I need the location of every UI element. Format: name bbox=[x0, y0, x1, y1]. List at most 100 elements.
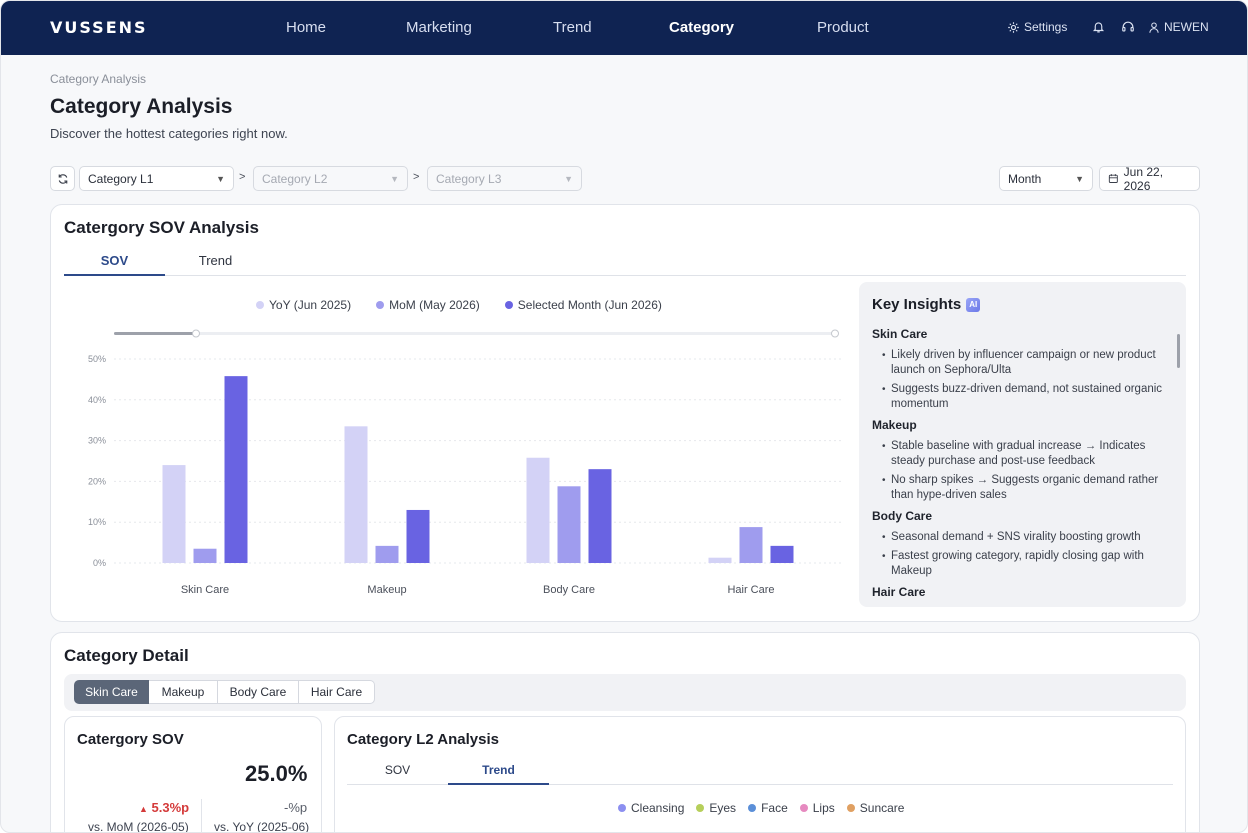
bar-hair-care-3[interactable] bbox=[770, 545, 794, 563]
legend-item-yoy[interactable]: YoY (Jun 2025) bbox=[256, 298, 351, 312]
divider bbox=[201, 799, 202, 832]
nav-marketing[interactable]: Marketing bbox=[406, 19, 472, 36]
y-tick-label: 20% bbox=[88, 476, 106, 486]
y-tick-label: 40% bbox=[88, 395, 106, 405]
calendar-icon bbox=[1108, 174, 1118, 183]
nav-product[interactable]: Product bbox=[817, 19, 869, 36]
period-select[interactable]: Month ▼ bbox=[999, 166, 1093, 191]
x-tick-label: Hair Care bbox=[727, 584, 774, 596]
insights-title-text: Key Insights bbox=[872, 296, 962, 313]
category-l3-select[interactable]: Category L3 ▼ bbox=[427, 166, 582, 191]
category-l1-value: Category L1 bbox=[88, 171, 154, 186]
bar-makeup-2[interactable] bbox=[375, 545, 399, 563]
sov-value: 25.0% bbox=[245, 761, 308, 786]
bar-makeup-1[interactable] bbox=[344, 426, 368, 563]
legend-item-suncare[interactable]: Suncare bbox=[846, 801, 905, 815]
bar-body-care-3[interactable] bbox=[588, 469, 612, 563]
category-l1-select[interactable]: Category L1 ▼ bbox=[79, 166, 234, 191]
notifications-button[interactable] bbox=[1092, 20, 1105, 34]
tab-l2-sov[interactable]: SOV bbox=[384, 763, 411, 777]
chart-zoom-slider[interactable] bbox=[114, 329, 839, 338]
chevron-down-icon: ▼ bbox=[390, 173, 399, 184]
page-subtitle: Discover the hottest categories right no… bbox=[50, 126, 288, 141]
mom-delta: ▲ 5.3%p bbox=[139, 800, 189, 815]
category-sov-box bbox=[64, 716, 322, 832]
insight-bullet: Likely driven by influencer campaign or … bbox=[872, 348, 1167, 378]
insight-list: Stable baseline with gradual increase → … bbox=[872, 439, 1167, 503]
category-l2-select[interactable]: Category L2 ▼ bbox=[253, 166, 408, 191]
bar-skin-care-3[interactable] bbox=[224, 376, 248, 563]
legend-item-eyes[interactable]: Eyes bbox=[696, 801, 736, 815]
slider-range bbox=[114, 332, 196, 335]
date-picker[interactable]: Jun 22, 2026 bbox=[1099, 165, 1200, 193]
x-tick-label: Skin Care bbox=[181, 584, 229, 596]
insight-section-title: Body Care bbox=[872, 509, 933, 523]
legend-swatch bbox=[846, 804, 855, 812]
insight-list: Likely driven by influencer campaign or … bbox=[872, 348, 1167, 412]
bar-body-care-2[interactable] bbox=[557, 486, 581, 563]
filter-separator: > bbox=[413, 171, 420, 183]
insights-title: Key Insights AI bbox=[872, 296, 981, 313]
sov-card-title: Catergory SOV Analysis bbox=[64, 218, 259, 237]
nav-home[interactable]: Home bbox=[286, 19, 327, 36]
mom-label: vs. MoM (2026-05) bbox=[88, 820, 189, 833]
legend-item-cleansing[interactable]: Cleansing bbox=[618, 801, 684, 815]
category-l3-value: Category L3 bbox=[436, 171, 502, 186]
segment-body-care[interactable]: Body Care bbox=[218, 680, 299, 704]
legend-item-lips[interactable]: Lips bbox=[799, 801, 835, 815]
settings-label: Settings bbox=[1024, 20, 1068, 34]
chevron-down-icon: ▼ bbox=[1075, 173, 1084, 184]
arrow-up-icon: ▲ bbox=[139, 804, 148, 814]
insights-scrollbar[interactable] bbox=[1177, 334, 1180, 368]
chevron-down-icon: ▼ bbox=[216, 173, 225, 184]
refresh-button[interactable] bbox=[50, 166, 75, 191]
insight-bullet: Suggests buzz-driven demand, not sustain… bbox=[872, 382, 1167, 412]
legend-swatch bbox=[799, 804, 808, 812]
chart-legend: YoY (Jun 2025) MoM (May 2026) Selected M… bbox=[256, 298, 662, 312]
legend-swatch bbox=[696, 804, 705, 812]
mom-delta-value: 5.3%p bbox=[151, 800, 190, 815]
segment-skin-care[interactable]: Skin Care bbox=[74, 680, 149, 704]
nav-trend[interactable]: Trend bbox=[553, 19, 592, 36]
legend-swatch bbox=[618, 804, 626, 812]
legend-swatch bbox=[748, 804, 757, 812]
legend-item-face[interactable]: Face bbox=[748, 801, 788, 815]
tab-sov[interactable]: SOV bbox=[64, 253, 165, 276]
bar-skin-care-1[interactable] bbox=[162, 465, 186, 563]
segment-hair-care[interactable]: Hair Care bbox=[299, 680, 375, 704]
legend-swatch bbox=[256, 301, 264, 309]
legend-item-selected-month[interactable]: Selected Month (Jun 2026) bbox=[504, 298, 662, 312]
user-name: NEWEN bbox=[1164, 20, 1209, 34]
tab-l2-trend[interactable]: Trend bbox=[448, 763, 549, 785]
headset-icon bbox=[1122, 21, 1134, 32]
ai-badge-icon: AI bbox=[966, 297, 981, 312]
sov-box-title: Catergory SOV bbox=[77, 731, 184, 748]
insights-body[interactable]: Skin Care Likely driven by influencer ca… bbox=[872, 327, 1167, 606]
l2-box-title: Category L2 Analysis bbox=[347, 731, 499, 748]
legend-label: MoM (May 2026) bbox=[389, 298, 480, 312]
user-menu[interactable]: NEWEN bbox=[1148, 20, 1209, 34]
nav-category[interactable]: Category bbox=[669, 19, 735, 36]
legend-label: Eyes bbox=[709, 801, 737, 815]
bar-makeup-3[interactable] bbox=[406, 509, 430, 563]
bar-body-care-1[interactable] bbox=[526, 457, 550, 563]
y-tick-label: 10% bbox=[88, 517, 106, 527]
bar-hair-care-2[interactable] bbox=[739, 527, 763, 563]
settings-link[interactable]: Settings bbox=[1007, 20, 1067, 34]
legend-label: Suncare bbox=[859, 801, 905, 815]
bar-hair-care-1[interactable] bbox=[708, 557, 732, 563]
slider-handle-left[interactable] bbox=[192, 329, 200, 338]
support-button[interactable] bbox=[1121, 20, 1135, 34]
legend-label: Cleansing bbox=[631, 801, 685, 815]
filter-separator: > bbox=[239, 171, 246, 183]
bar-skin-care-2[interactable] bbox=[193, 548, 217, 563]
segment-makeup[interactable]: Makeup bbox=[149, 680, 218, 704]
legend-item-mom[interactable]: MoM (May 2026) bbox=[376, 298, 480, 312]
brand-logo[interactable]: VUSSENS bbox=[50, 18, 148, 37]
tab-trend[interactable]: Trend bbox=[198, 253, 233, 268]
breadcrumb[interactable]: Category Analysis bbox=[50, 72, 147, 86]
slider-handle-right[interactable] bbox=[831, 329, 839, 338]
legend-label: Selected Month (Jun 2026) bbox=[517, 298, 662, 312]
yoy-label: vs. YoY (2025-06) bbox=[214, 820, 310, 833]
